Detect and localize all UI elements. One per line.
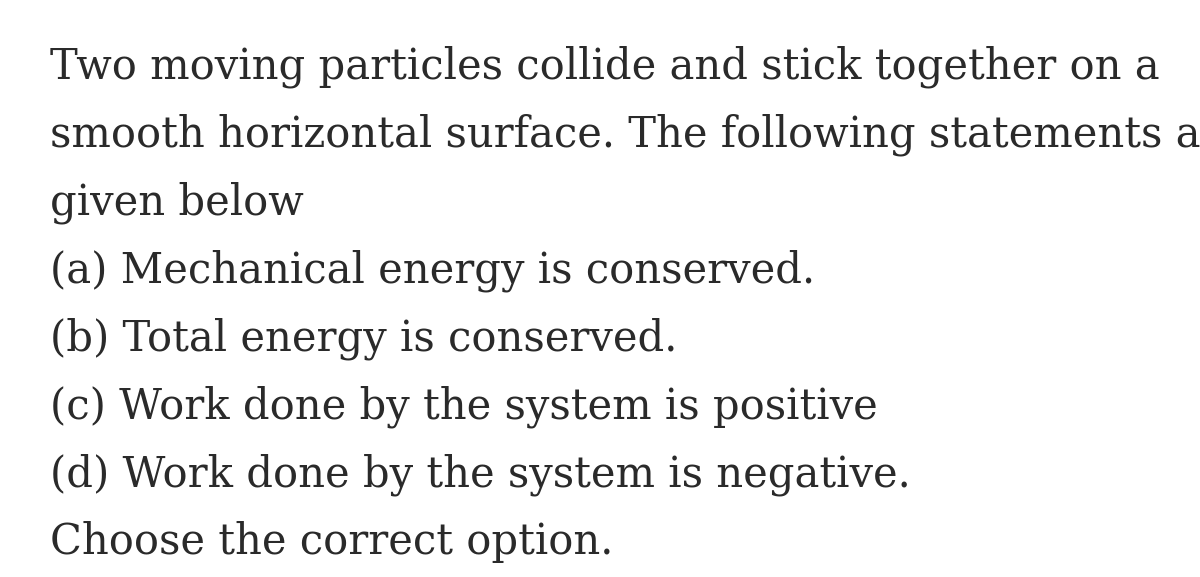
Text: (d) Work done by the system is negative.: (d) Work done by the system is negative. bbox=[50, 453, 911, 496]
Text: given below: given below bbox=[50, 181, 304, 223]
Text: Choose the correct option.: Choose the correct option. bbox=[50, 521, 613, 563]
Text: Two moving particles collide and stick together on a: Two moving particles collide and stick t… bbox=[50, 45, 1159, 88]
Text: (c) Work done by the system is positive: (c) Work done by the system is positive bbox=[50, 385, 877, 428]
Text: (a) Mechanical energy is conserved.: (a) Mechanical energy is conserved. bbox=[50, 249, 815, 291]
Text: smooth horizontal surface. The following statements are: smooth horizontal surface. The following… bbox=[50, 113, 1200, 155]
Text: (b) Total energy is conserved.: (b) Total energy is conserved. bbox=[50, 317, 677, 359]
